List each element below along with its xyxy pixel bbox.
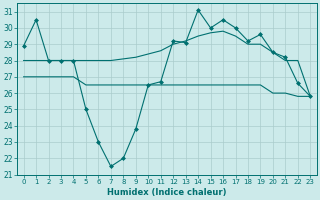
X-axis label: Humidex (Indice chaleur): Humidex (Indice chaleur) bbox=[107, 188, 227, 197]
